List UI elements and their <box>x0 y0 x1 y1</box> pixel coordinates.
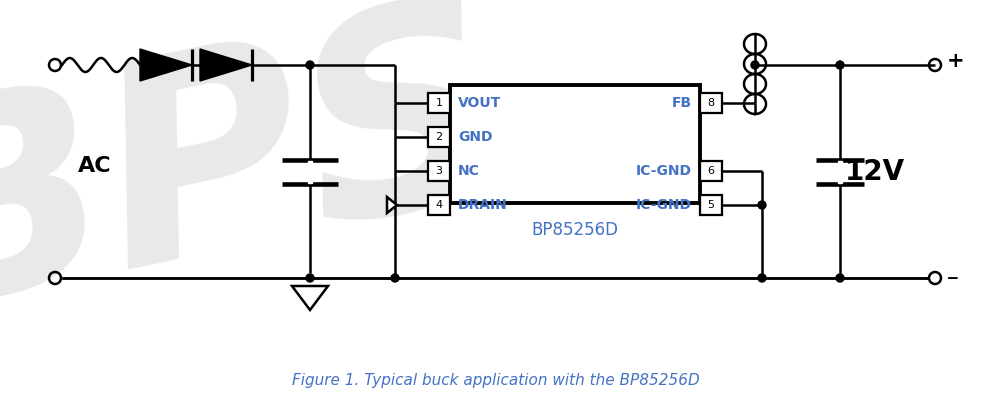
Text: 12V: 12V <box>845 157 905 186</box>
Text: 2: 2 <box>435 132 442 142</box>
Bar <box>838 160 842 182</box>
Bar <box>700 161 722 181</box>
Circle shape <box>836 61 844 69</box>
Polygon shape <box>140 49 192 81</box>
Text: 1: 1 <box>435 98 442 108</box>
Bar <box>428 195 450 215</box>
Bar <box>428 127 450 147</box>
Text: 5: 5 <box>707 200 714 210</box>
Text: 4: 4 <box>435 200 442 210</box>
Bar <box>308 160 312 182</box>
Bar <box>450 85 700 203</box>
Polygon shape <box>200 49 252 81</box>
Circle shape <box>306 61 314 69</box>
Text: BP85256D: BP85256D <box>532 221 618 239</box>
Text: GND: GND <box>458 130 492 144</box>
Text: 6: 6 <box>707 166 714 176</box>
Text: VOUT: VOUT <box>458 96 501 110</box>
Bar <box>700 93 722 113</box>
Text: IC-GND: IC-GND <box>636 198 692 212</box>
Polygon shape <box>387 197 397 213</box>
Text: FB: FB <box>672 96 692 110</box>
Text: 8: 8 <box>707 98 714 108</box>
Bar <box>428 161 450 181</box>
Text: Figure 1. Typical buck application with the BP85256D: Figure 1. Typical buck application with … <box>292 373 700 388</box>
Text: BPS: BPS <box>0 0 529 370</box>
Bar <box>428 93 450 113</box>
Circle shape <box>306 274 314 282</box>
Text: DRAIN: DRAIN <box>458 198 508 212</box>
Circle shape <box>758 201 766 209</box>
Text: NC: NC <box>458 164 480 178</box>
Bar <box>700 195 722 215</box>
Text: AC: AC <box>78 157 112 177</box>
Circle shape <box>836 274 844 282</box>
Text: –: – <box>947 266 958 290</box>
Circle shape <box>758 274 766 282</box>
Text: 3: 3 <box>435 166 442 176</box>
Text: +: + <box>947 51 964 71</box>
Polygon shape <box>292 286 328 310</box>
Circle shape <box>751 61 759 69</box>
Circle shape <box>391 274 399 282</box>
Text: IC-GND: IC-GND <box>636 164 692 178</box>
